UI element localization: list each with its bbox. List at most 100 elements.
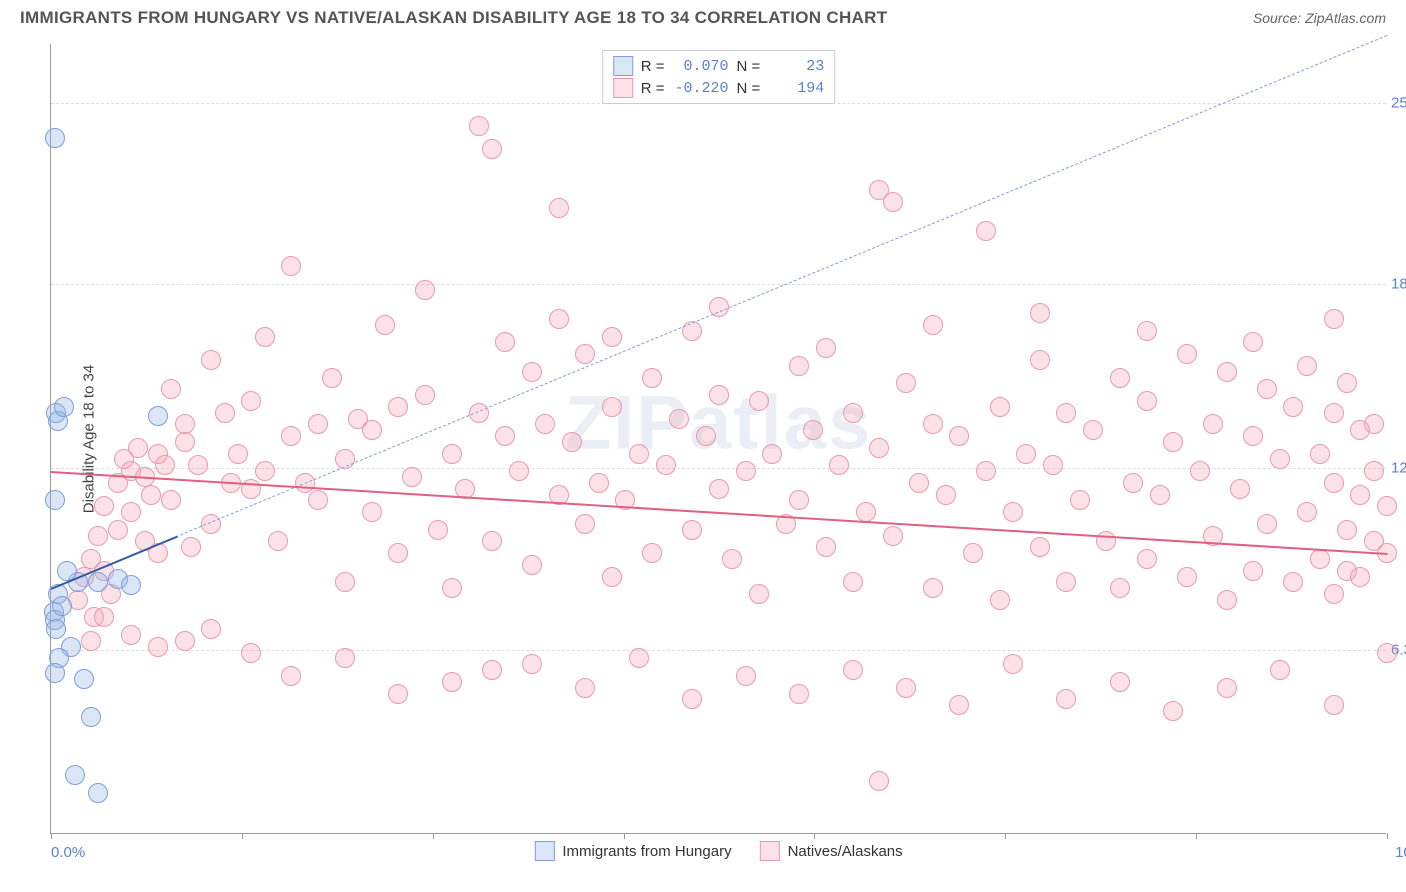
data-point-natives: [255, 327, 275, 347]
data-point-natives: [535, 414, 555, 434]
data-point-natives: [789, 684, 809, 704]
data-point-natives: [1257, 379, 1277, 399]
data-point-natives: [1257, 514, 1277, 534]
data-point-natives: [843, 403, 863, 423]
data-point-natives: [1297, 356, 1317, 376]
r-value-hungary: 0.070: [673, 58, 729, 75]
source-attribution: Source: ZipAtlas.com: [1253, 10, 1386, 26]
data-point-natives: [1350, 567, 1370, 587]
data-point-hungary: [74, 669, 94, 689]
data-point-natives: [883, 526, 903, 546]
x-tick: [433, 833, 434, 839]
data-point-natives: [1230, 479, 1250, 499]
data-point-natives: [469, 116, 489, 136]
data-point-natives: [241, 643, 261, 663]
data-point-natives: [1310, 549, 1330, 569]
data-point-natives: [1243, 426, 1263, 446]
data-point-natives: [843, 660, 863, 680]
data-point-natives: [990, 590, 1010, 610]
data-point-natives: [909, 473, 929, 493]
swatch-natives: [760, 841, 780, 861]
data-point-natives: [1137, 549, 1157, 569]
y-tick-label: 25.0%: [1391, 94, 1406, 111]
data-point-natives: [1123, 473, 1143, 493]
data-point-natives: [1110, 368, 1130, 388]
data-point-natives: [749, 584, 769, 604]
data-point-natives: [816, 338, 836, 358]
data-point-natives: [482, 531, 502, 551]
data-point-natives: [843, 572, 863, 592]
data-point-natives: [388, 397, 408, 417]
data-point-natives: [362, 502, 382, 522]
data-point-natives: [228, 444, 248, 464]
data-point-hungary: [45, 128, 65, 148]
data-point-natives: [749, 391, 769, 411]
data-point-hungary: [88, 572, 108, 592]
data-point-natives: [1177, 344, 1197, 364]
data-point-natives: [1030, 303, 1050, 323]
data-point-natives: [883, 192, 903, 212]
data-point-natives: [642, 368, 662, 388]
data-point-natives: [803, 420, 823, 440]
data-point-hungary: [148, 406, 168, 426]
data-point-natives: [602, 397, 622, 417]
data-point-natives: [856, 502, 876, 522]
data-point-natives: [108, 520, 128, 540]
data-point-natives: [268, 531, 288, 551]
x-tick: [624, 833, 625, 839]
data-point-natives: [762, 444, 782, 464]
swatch-hungary: [613, 56, 633, 76]
data-point-natives: [335, 648, 355, 668]
n-value-hungary: 23: [768, 58, 824, 75]
correlation-legend: R = 0.070 N = 23 R = -0.220 N = 194: [602, 50, 836, 104]
data-point-natives: [602, 327, 622, 347]
y-tick-label: 12.5%: [1391, 460, 1406, 477]
data-point-natives: [1364, 461, 1384, 481]
data-point-natives: [709, 385, 729, 405]
data-point-natives: [1337, 373, 1357, 393]
data-point-natives: [155, 455, 175, 475]
data-point-natives: [736, 666, 756, 686]
data-point-natives: [602, 567, 622, 587]
data-point-natives: [709, 479, 729, 499]
data-point-natives: [388, 543, 408, 563]
data-point-hungary: [52, 596, 72, 616]
data-point-hungary: [121, 575, 141, 595]
data-point-hungary: [88, 783, 108, 803]
data-point-natives: [281, 666, 301, 686]
data-point-natives: [789, 356, 809, 376]
data-point-natives: [1137, 321, 1157, 341]
data-point-natives: [241, 479, 261, 499]
x-tick: [1387, 833, 1388, 839]
data-point-natives: [522, 654, 542, 674]
data-point-natives: [1190, 461, 1210, 481]
source-name: ZipAtlas.com: [1305, 10, 1386, 26]
data-point-natives: [949, 695, 969, 715]
data-point-natives: [923, 578, 943, 598]
data-point-natives: [976, 461, 996, 481]
data-point-natives: [308, 490, 328, 510]
data-point-natives: [1003, 502, 1023, 522]
data-point-natives: [1324, 584, 1344, 604]
data-point-natives: [495, 332, 515, 352]
data-point-natives: [1043, 455, 1063, 475]
data-point-hungary: [54, 397, 74, 417]
data-point-natives: [1003, 654, 1023, 674]
data-point-natives: [1163, 432, 1183, 452]
data-point-natives: [1283, 572, 1303, 592]
x-axis-min-label: 0.0%: [51, 844, 85, 861]
data-point-natives: [388, 684, 408, 704]
data-point-natives: [1377, 643, 1397, 663]
data-point-natives: [896, 373, 916, 393]
gridline-h: [51, 284, 1386, 285]
data-point-natives: [1177, 567, 1197, 587]
data-point-natives: [562, 432, 582, 452]
data-point-natives: [522, 362, 542, 382]
data-point-natives: [642, 543, 662, 563]
data-point-natives: [201, 619, 221, 639]
data-point-natives: [1297, 502, 1317, 522]
swatch-hungary: [534, 841, 554, 861]
r-label: R =: [641, 80, 665, 97]
data-point-natives: [482, 139, 502, 159]
data-point-natives: [415, 280, 435, 300]
